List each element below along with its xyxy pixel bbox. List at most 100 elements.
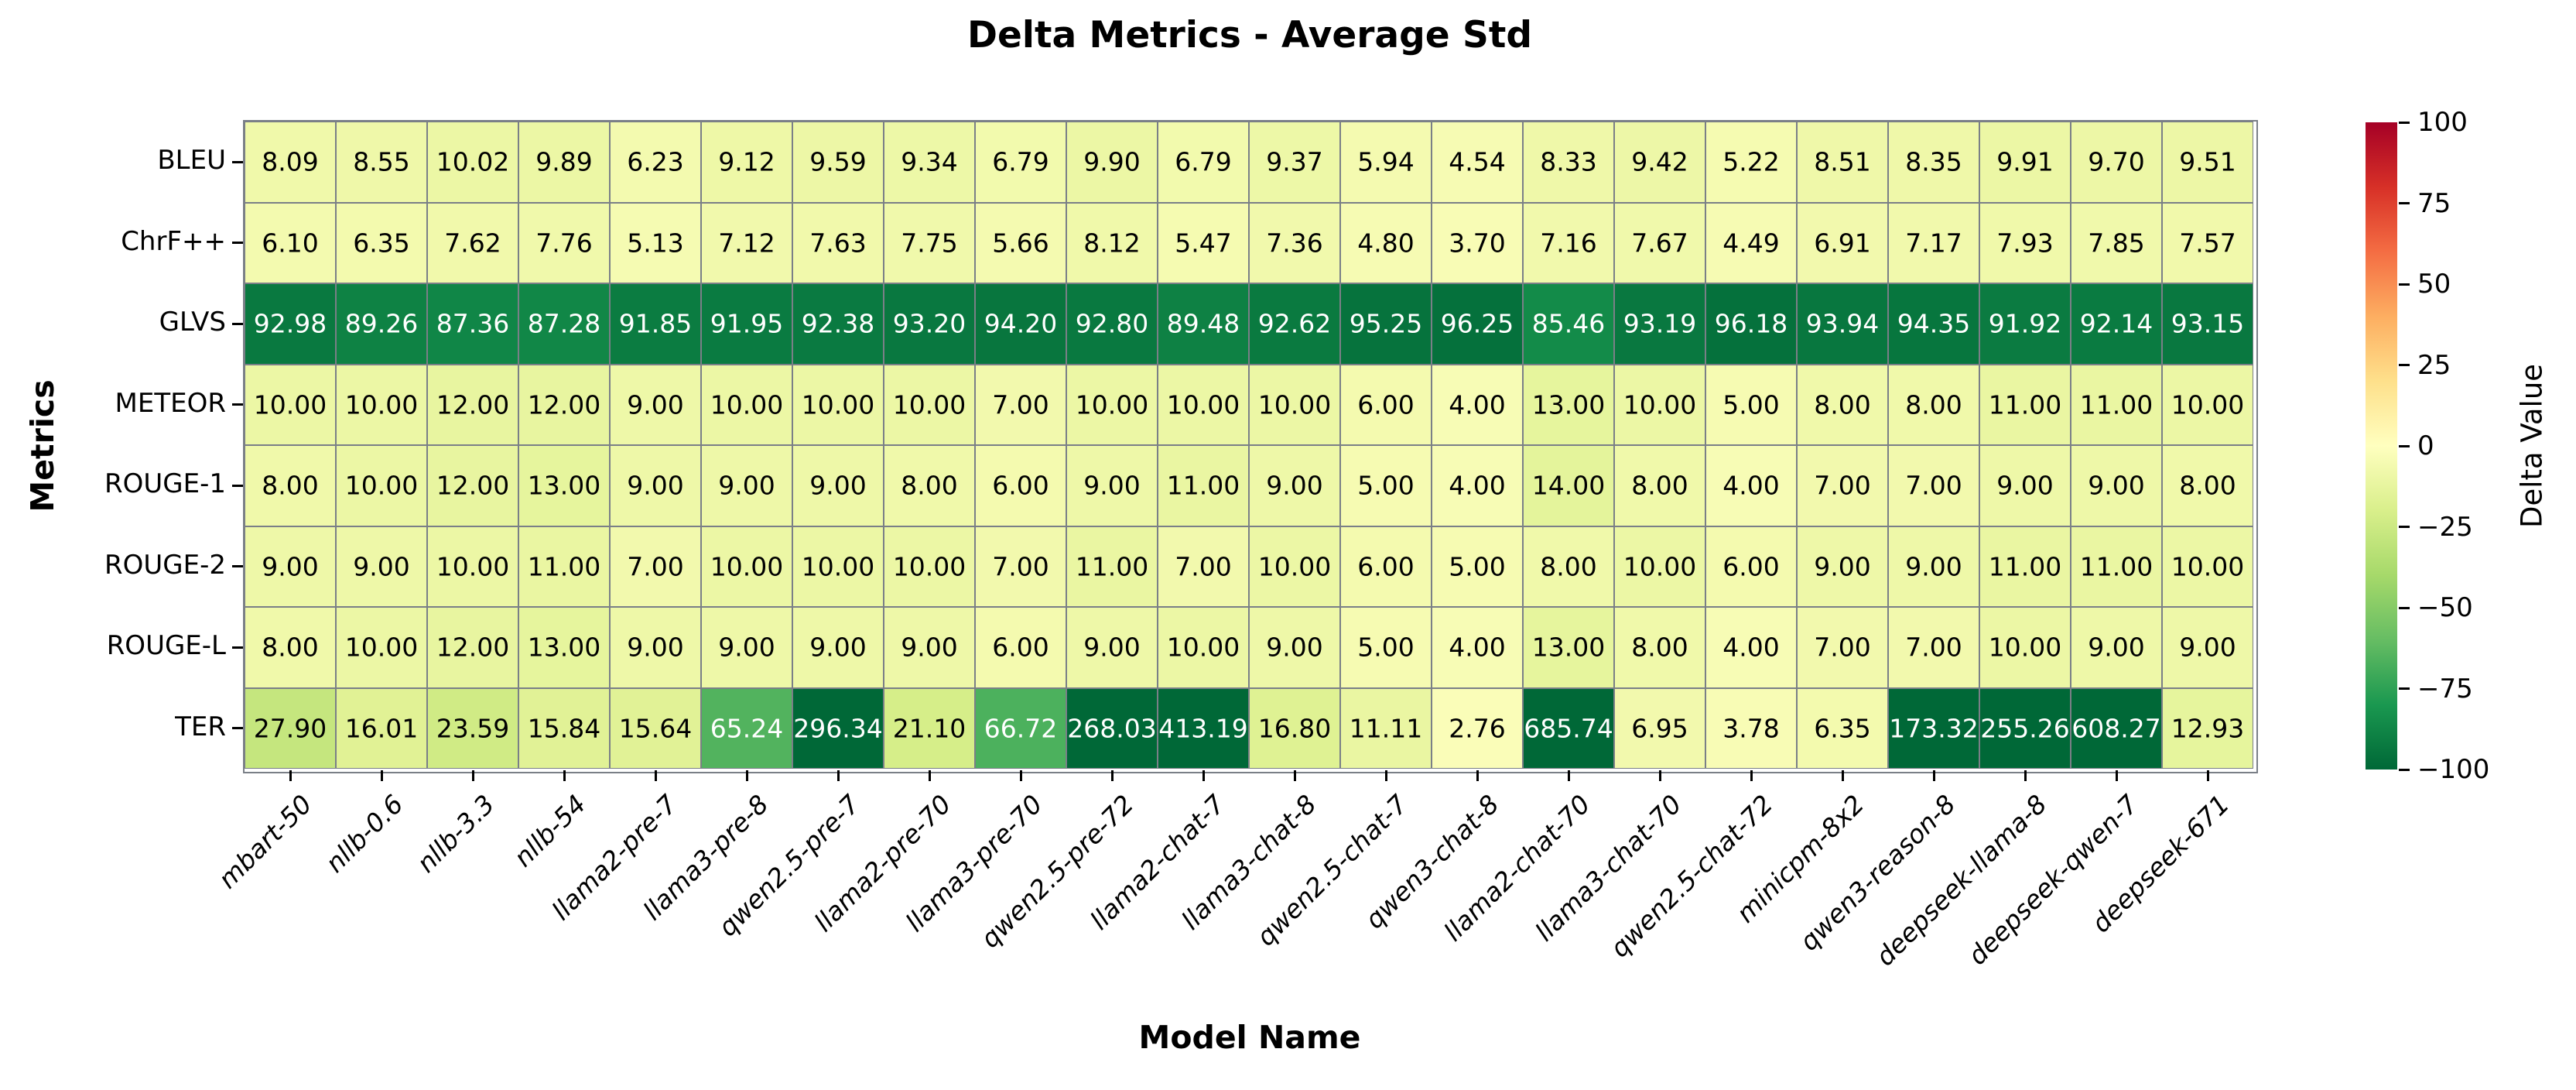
heatmap-cell <box>1979 122 2071 203</box>
cell-value: 9.34 <box>901 146 958 177</box>
cell-value: 5.66 <box>992 228 1049 259</box>
cell-value: 9.37 <box>1266 146 1323 177</box>
heatmap-cell <box>1340 202 1432 283</box>
heatmap-cell <box>1888 687 1979 769</box>
cell-value: 8.12 <box>1083 228 1141 259</box>
cell-value: 9.00 <box>1905 551 1962 582</box>
heatmap-cell <box>1705 364 1797 445</box>
heatmap-cell <box>884 364 975 445</box>
tick-mark <box>836 770 840 781</box>
cell-value: 9.51 <box>2179 146 2236 177</box>
heatmap-cell <box>427 122 518 203</box>
cell-value: 9.00 <box>627 389 684 420</box>
cell-value: 85.46 <box>1531 308 1606 339</box>
heatmap-cell <box>701 122 792 203</box>
cell-value: 87.28 <box>527 308 601 339</box>
cell-value: 268.03 <box>1067 713 1157 744</box>
cell-value: 10.00 <box>1623 389 1697 420</box>
tick-mark <box>1750 770 1753 781</box>
colorbar-tick-label: 100 <box>2417 107 2468 138</box>
colorbar-tick-label: −50 <box>2417 592 2473 623</box>
cell-value: 7.93 <box>1996 228 2054 259</box>
chart-title: Delta Metrics - Average Std <box>967 14 1532 57</box>
cell-value: 16.01 <box>344 713 419 744</box>
cell-value: 7.63 <box>809 228 867 259</box>
heatmap-cell <box>518 445 610 526</box>
cell-value: 9.00 <box>2088 632 2145 663</box>
cell-value: 10.00 <box>436 551 510 582</box>
cell-value: 8.00 <box>1814 389 1871 420</box>
heatmap-cell <box>336 445 427 526</box>
heatmap-cell <box>2162 283 2253 365</box>
cell-value: 11.11 <box>1349 713 1423 744</box>
cell-value: 8.00 <box>262 632 319 663</box>
cell-value: 96.25 <box>1440 308 1514 339</box>
heatmap-cell <box>2162 364 2253 445</box>
heatmap-cell <box>701 202 792 283</box>
heatmap-cell <box>701 445 792 526</box>
cell-value: 11.00 <box>2079 389 2154 420</box>
cell-value: 66.72 <box>984 713 1058 744</box>
heatmap-cell <box>245 122 336 203</box>
cell-value: 13.00 <box>527 632 601 663</box>
heatmap-cell <box>245 283 336 365</box>
cell-value: 8.00 <box>1905 389 1962 420</box>
cell-value: 9.00 <box>809 470 867 501</box>
cell-value: 13.00 <box>1531 389 1606 420</box>
cell-value: 10.02 <box>436 146 510 177</box>
tick-mark <box>928 770 931 781</box>
heatmap-cell <box>1432 607 1523 688</box>
heatmap-cell <box>1066 607 1158 688</box>
heatmap-cell <box>1523 202 1614 283</box>
heatmap-cell <box>1797 202 1888 283</box>
cell-value: 685.74 <box>1524 713 1613 744</box>
colorbar-tick-label: 50 <box>2417 269 2451 300</box>
heatmap-cell <box>1705 202 1797 283</box>
heatmap-cell <box>1979 445 2071 526</box>
heatmap-cell <box>245 607 336 688</box>
heatmap-cell <box>1797 687 1888 769</box>
cell-value: 3.70 <box>1449 228 1506 259</box>
heatmap-cell <box>427 526 518 607</box>
cell-value: 13.00 <box>527 470 601 501</box>
cell-value: 5.22 <box>1722 146 1780 177</box>
heatmap-cell <box>2071 202 2162 283</box>
heatmap-cell <box>1340 607 1432 688</box>
cell-value: 11.00 <box>1988 389 2062 420</box>
heatmap-cell <box>701 283 792 365</box>
cell-value: 11.00 <box>1988 551 2062 582</box>
heatmap-cell <box>1158 364 1249 445</box>
colorbar-gradient <box>2366 122 2397 770</box>
cell-value: 7.00 <box>1905 632 1962 663</box>
heatmap-cell <box>610 283 701 365</box>
tick-mark <box>1202 770 1205 781</box>
heatmap-cell <box>884 607 975 688</box>
cell-value: 7.00 <box>627 551 684 582</box>
heatmap-cell <box>1340 364 1432 445</box>
heatmap-cell <box>245 364 336 445</box>
y-tick-label: TER <box>175 711 226 742</box>
heatmap-cell <box>975 283 1066 365</box>
heatmap-cell <box>1158 283 1249 365</box>
cell-value: 9.00 <box>1083 470 1141 501</box>
cell-value: 10.00 <box>344 632 419 663</box>
cell-value: 608.27 <box>2071 713 2161 744</box>
heatmap-cell <box>975 687 1066 769</box>
heatmap-cell <box>1158 526 1249 607</box>
heatmap-cell <box>1249 607 1340 688</box>
cell-value: 9.89 <box>535 146 593 177</box>
cell-value: 10.00 <box>1075 389 1149 420</box>
heatmap-cell <box>1614 283 1705 365</box>
cell-value: 7.67 <box>1631 228 1688 259</box>
heatmap-cell <box>2162 526 2253 607</box>
cell-value: 6.35 <box>353 228 410 259</box>
cell-value: 91.95 <box>710 308 784 339</box>
tick-mark <box>2399 364 2410 366</box>
heatmap-cell <box>1066 526 1158 607</box>
x-tick-label: nllb-3.3 <box>410 789 501 879</box>
heatmap-cell <box>1523 526 1614 607</box>
tick-mark <box>563 770 566 781</box>
heatmap-cell <box>245 526 336 607</box>
cell-value: 10.00 <box>892 389 966 420</box>
